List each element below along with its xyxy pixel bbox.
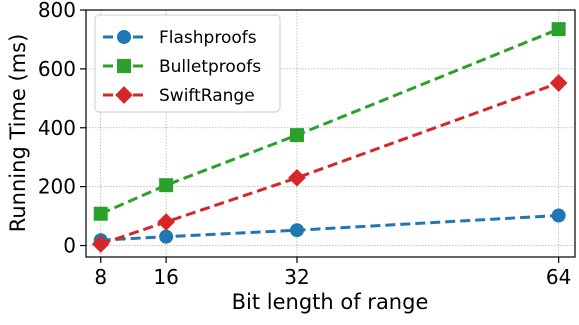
legend-item-swiftrange: SwiftRange	[103, 86, 255, 106]
legend-marker	[117, 59, 131, 73]
y-tick-label: 600	[38, 57, 76, 81]
legend-label: Flashproofs	[159, 28, 257, 48]
data-point-bulletproofs	[159, 178, 174, 193]
data-point-bulletproofs	[93, 206, 108, 221]
series-line-swiftrange	[100, 81, 560, 246]
data-point-bulletproofs	[551, 22, 566, 37]
y-tick-label: 0	[63, 234, 76, 258]
legend-marker	[117, 30, 131, 44]
series-line-bulletproofs	[100, 27, 560, 216]
x-tick-label: 8	[94, 265, 107, 289]
y-axis-label: Running Time (ms)	[6, 34, 30, 233]
x-tick-label: 32	[284, 265, 309, 289]
legend-item-bulletproofs: Bulletproofs	[103, 57, 261, 77]
data-point-swiftrange	[288, 168, 306, 187]
series-swiftrange	[91, 74, 568, 253]
data-point-flashproofs	[289, 223, 304, 238]
legend: Flashproofs Bulletproofs SwiftRange	[94, 14, 281, 113]
data-point-flashproofs	[159, 229, 174, 244]
data-point-swiftrange	[157, 213, 175, 231]
y-tick-label: 400	[38, 116, 76, 140]
x-axis-label: Bit length of range	[232, 290, 429, 314]
axis-ticks: 8 16 32 64 0 200 400 600 800	[38, 0, 572, 289]
series-bulletproofs	[93, 22, 566, 221]
x-tick-label: 16	[153, 265, 178, 289]
series-line-flashproofs	[100, 213, 559, 242]
y-tick-label: 200	[38, 175, 76, 199]
data-point-swiftrange	[91, 235, 110, 253]
legend-marker	[115, 86, 133, 104]
legend-box	[94, 14, 281, 113]
data-point-bulletproofs	[289, 128, 304, 143]
legend-item-flashproofs: Flashproofs	[103, 28, 257, 48]
x-tick-label: 64	[546, 265, 571, 289]
data-point-flashproofs	[551, 208, 566, 223]
data-point-swiftrange	[549, 74, 568, 92]
y-tick-label: 800	[38, 0, 76, 22]
legend-label: Bulletproofs	[159, 57, 261, 77]
series-layer	[91, 22, 568, 253]
plot-area-frame	[85, 9, 576, 258]
legend-label: SwiftRange	[159, 86, 255, 106]
